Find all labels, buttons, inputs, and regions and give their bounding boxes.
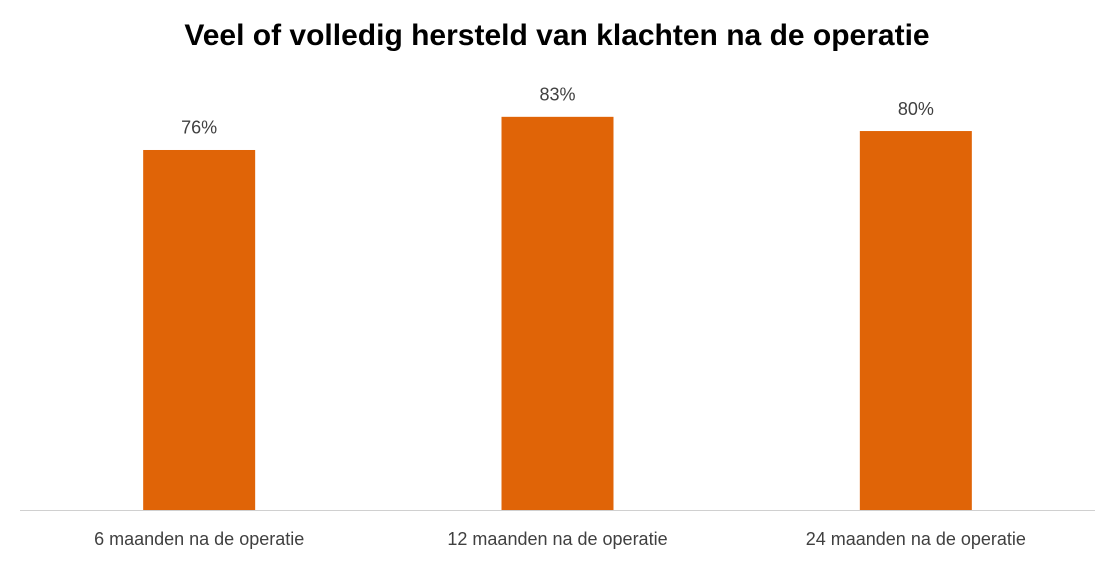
chart-title: Veel of volledig hersteld van klachten n… [184, 19, 929, 52]
bar [501, 116, 614, 510]
x-tick-label: 24 maanden na de operatie [806, 529, 1026, 549]
bar [143, 149, 256, 510]
bar [859, 131, 972, 511]
x-tick-label: 6 maanden na de operatie [94, 529, 304, 549]
x-tick-label: 12 maanden na de operatie [447, 529, 667, 549]
value-label: 76% [181, 118, 217, 138]
value-label: 83% [539, 85, 575, 105]
value-label: 80% [898, 99, 934, 119]
